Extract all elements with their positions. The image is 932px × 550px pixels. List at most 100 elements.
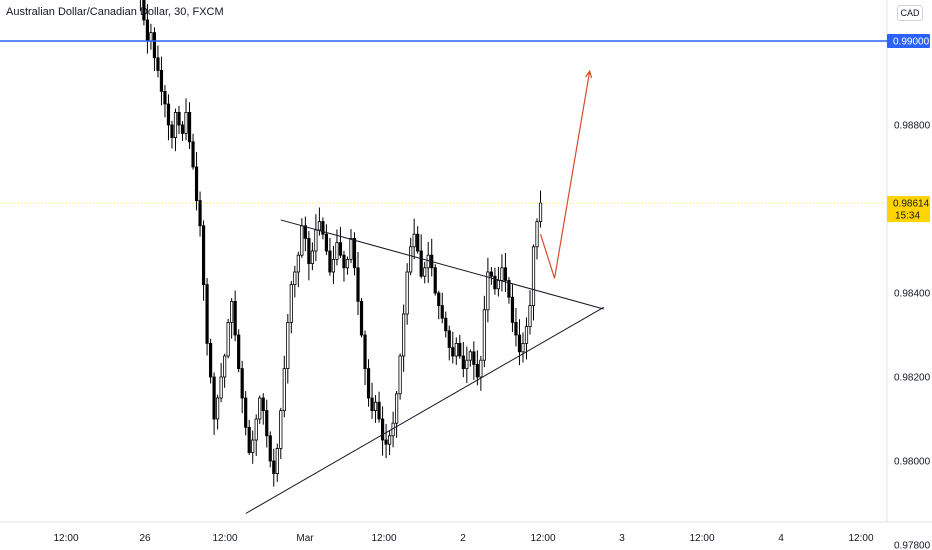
candle bbox=[233, 290, 237, 342]
candle bbox=[142, 0, 146, 26]
candle bbox=[251, 430, 255, 464]
candle bbox=[328, 238, 332, 276]
candle bbox=[237, 329, 241, 373]
candle bbox=[317, 207, 322, 236]
candle bbox=[310, 242, 314, 271]
triangle-upper[interactable] bbox=[280, 219, 604, 310]
candle bbox=[342, 250, 346, 282]
candle bbox=[472, 341, 476, 380]
candle bbox=[479, 355, 483, 391]
candle bbox=[489, 267, 493, 285]
candle bbox=[500, 254, 504, 292]
drawings[interactable] bbox=[245, 69, 604, 514]
candle bbox=[475, 350, 479, 386]
time-tick-label: 12:00 bbox=[371, 533, 396, 544]
candle bbox=[486, 257, 490, 323]
candle bbox=[496, 266, 501, 297]
candle bbox=[286, 313, 290, 384]
triangle-lower[interactable] bbox=[245, 306, 604, 514]
candle bbox=[300, 218, 304, 258]
candle bbox=[289, 281, 293, 334]
candle bbox=[524, 317, 529, 360]
time-tick-label: 12:00 bbox=[848, 533, 873, 544]
candle bbox=[398, 353, 402, 400]
candle bbox=[514, 308, 518, 347]
candle bbox=[440, 292, 444, 324]
candle bbox=[521, 332, 525, 363]
candle bbox=[166, 94, 171, 141]
candle bbox=[461, 341, 465, 378]
candle bbox=[426, 241, 430, 283]
candle bbox=[254, 414, 258, 456]
candle bbox=[275, 443, 279, 482]
candle bbox=[212, 372, 216, 435]
candle bbox=[331, 245, 336, 285]
time-tick-label: 3 bbox=[619, 533, 625, 544]
candle bbox=[538, 190, 543, 228]
plot-area bbox=[139, 0, 543, 487]
candle bbox=[416, 226, 420, 254]
candle bbox=[510, 284, 515, 333]
candle bbox=[384, 424, 388, 459]
candle bbox=[180, 121, 185, 141]
candle bbox=[163, 85, 167, 118]
candle bbox=[152, 27, 157, 71]
time-axis[interactable]: 12:00 26 12:00 Mar 12:00 2 12:00 3 12:00 4 12:00 bbox=[0, 521, 932, 544]
candle bbox=[226, 319, 230, 359]
candle bbox=[191, 133, 195, 170]
bar-countdown: 15:34 bbox=[895, 211, 920, 222]
candle bbox=[433, 264, 437, 296]
candle bbox=[244, 391, 248, 436]
candle bbox=[279, 407, 283, 460]
projection-arrow[interactable] bbox=[539, 71, 591, 279]
candle bbox=[454, 337, 458, 365]
candle bbox=[528, 290, 532, 335]
candle bbox=[139, 0, 141, 11]
candle bbox=[247, 419, 251, 455]
current-price-bg bbox=[887, 196, 930, 223]
candle bbox=[423, 261, 427, 284]
candle bbox=[216, 394, 220, 430]
candle bbox=[307, 231, 311, 281]
candle bbox=[338, 226, 343, 259]
candle bbox=[451, 331, 455, 364]
candle bbox=[402, 304, 406, 372]
candle bbox=[303, 216, 307, 252]
candle bbox=[173, 108, 178, 152]
level-label-bg bbox=[887, 34, 930, 48]
candle bbox=[194, 152, 199, 211]
candle bbox=[321, 217, 325, 240]
candle bbox=[184, 98, 188, 141]
horizontal-line[interactable]: 0.99000 bbox=[0, 34, 930, 48]
time-tick-label: 4 bbox=[778, 533, 784, 544]
candle bbox=[535, 218, 539, 260]
candle bbox=[268, 431, 272, 468]
price-tick-label: 0.98000 bbox=[894, 457, 931, 468]
candle bbox=[145, 4, 150, 54]
candle bbox=[412, 218, 416, 260]
candle bbox=[324, 224, 329, 255]
candle bbox=[507, 277, 511, 304]
currency-button[interactable]: CAD bbox=[897, 5, 923, 21]
candle bbox=[149, 23, 153, 50]
candle bbox=[223, 353, 227, 388]
candle bbox=[349, 229, 353, 264]
candle bbox=[201, 220, 206, 301]
candle bbox=[265, 399, 269, 448]
candle bbox=[261, 393, 265, 425]
time-tick-label: 26 bbox=[139, 533, 151, 544]
candle bbox=[177, 105, 181, 135]
price-tick-label: 0.98200 bbox=[894, 373, 931, 384]
candle bbox=[205, 277, 209, 356]
candle bbox=[482, 295, 486, 368]
price-tick-label: 0.98400 bbox=[894, 289, 931, 300]
candle bbox=[444, 311, 448, 338]
chart-title: Australian Dollar/Canadian Dollar, 30, F… bbox=[6, 6, 224, 18]
candle bbox=[405, 263, 409, 325]
candle bbox=[468, 349, 472, 367]
candle bbox=[387, 430, 392, 456]
price-axis[interactable]: 1.000000.998000.996000.994000.992000.988… bbox=[886, 0, 931, 550]
candle bbox=[531, 244, 536, 321]
candle bbox=[352, 232, 357, 276]
